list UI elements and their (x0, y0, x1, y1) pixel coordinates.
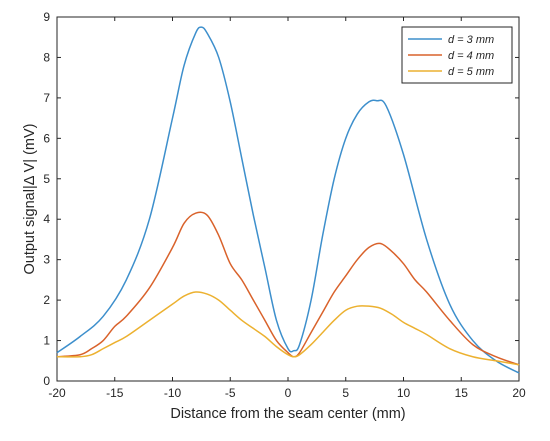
series-line-2 (56, 211, 520, 366)
x-axis: -20 -15 -10 -5 0 5 10 15 20 (48, 17, 526, 400)
x-tick-label: 20 (512, 386, 526, 400)
y-tick-label: 3 (43, 253, 50, 267)
y-tick-label: 1 (43, 334, 50, 348)
y-tick-label: 2 (43, 293, 50, 307)
series-line-3 (56, 291, 520, 366)
x-tick-label: 5 (342, 386, 349, 400)
series-line-1 (56, 26, 520, 374)
x-tick-label: -15 (106, 386, 124, 400)
x-tick-label: -5 (225, 386, 236, 400)
y-tick-label: 9 (43, 10, 50, 24)
x-tick-label: 15 (455, 386, 469, 400)
y-tick-label: 6 (43, 131, 50, 145)
x-tick-label: -10 (164, 386, 182, 400)
y-axis-label: Output signal|Δ V| (mV) (22, 124, 38, 275)
y-tick-label: 8 (43, 50, 50, 64)
x-tick-label: 0 (285, 386, 292, 400)
x-axis-label: Distance from the seam center (mm) (170, 406, 405, 422)
y-tick-label: 0 (43, 374, 50, 388)
legend-label: d = 3 mm (448, 34, 494, 46)
x-tick-label: -20 (48, 386, 66, 400)
y-tick-label: 7 (43, 91, 50, 105)
series-layer (56, 26, 520, 374)
y-axis: 0 1 2 3 4 5 6 7 8 9 (43, 10, 519, 388)
y-tick-label: 4 (43, 212, 50, 226)
x-tick-label: 10 (397, 386, 411, 400)
legend-label: d = 5 mm (448, 66, 494, 78)
legend-label: d = 4 mm (448, 50, 494, 62)
y-tick-label: 5 (43, 172, 50, 186)
legend: d = 3 mm d = 4 mm d = 5 mm (401, 26, 513, 84)
